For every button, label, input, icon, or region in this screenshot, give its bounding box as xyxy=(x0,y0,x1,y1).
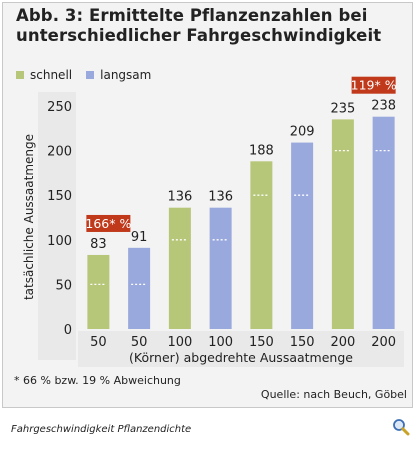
footnote: * 66 % bzw. 19 % Abweichung xyxy=(14,374,181,387)
y-tick-label: 100 xyxy=(47,234,72,249)
magnifier-icon[interactable] xyxy=(392,418,410,436)
bar-langsam xyxy=(372,116,395,329)
legend-item-langsam: langsam xyxy=(86,68,151,82)
y-tick-label: 200 xyxy=(47,145,72,160)
data-label: 136 xyxy=(208,190,233,205)
x-tick-label: 200 xyxy=(330,335,355,350)
x-tick-label: 50 xyxy=(131,335,148,350)
legend-label-schnell: schnell xyxy=(30,68,73,82)
x-axis-band xyxy=(78,331,404,367)
source-note: Quelle: nach Beuch, Göbel xyxy=(260,388,407,401)
y-tick-label: 0 xyxy=(64,323,72,338)
annotation-box xyxy=(351,76,396,94)
annotation-box xyxy=(86,214,131,232)
y-axis-band xyxy=(38,92,76,360)
bar-langsam xyxy=(291,142,314,329)
chart-title: Abb. 3: Ermittelte Pflanzenzahlen bei un… xyxy=(16,6,382,45)
x-tick-label: 50 xyxy=(90,335,107,350)
bar-schnell xyxy=(250,161,273,329)
annotation-label: 119* % xyxy=(351,78,397,93)
x-tick-label: 150 xyxy=(290,335,315,350)
bar-langsam xyxy=(128,247,151,329)
data-label: 238 xyxy=(371,99,396,114)
x-tick-label: 100 xyxy=(208,335,233,350)
legend-swatch-schnell xyxy=(16,71,24,79)
y-axis-label: tatsächliche Aussaatmenge xyxy=(22,134,36,300)
legend-swatch-langsam xyxy=(86,71,95,79)
y-tick-label: 250 xyxy=(47,100,72,115)
data-label: 209 xyxy=(290,125,315,140)
image-caption: Fahrgeschwindigkeit Pflanzendichte xyxy=(11,424,192,435)
x-tick-label: 150 xyxy=(249,335,274,350)
data-label: 235 xyxy=(330,101,355,116)
y-tick-label: 50 xyxy=(55,278,72,293)
data-label: 188 xyxy=(249,143,274,158)
legend-item-schnell: schnell xyxy=(16,68,72,82)
x-tick-label: 100 xyxy=(167,335,192,350)
bar-schnell xyxy=(87,254,110,329)
legend-label-langsam: langsam xyxy=(100,68,152,82)
bar-schnell xyxy=(168,207,191,329)
data-label: 136 xyxy=(167,190,192,205)
data-label: 83 xyxy=(90,237,107,252)
y-tick-label: 150 xyxy=(47,189,72,204)
data-label: 91 xyxy=(131,230,148,245)
x-axis-label: (Körner) abgedrehte Aussaatmenge xyxy=(129,350,353,365)
bar-schnell xyxy=(331,119,354,329)
legend: schnell langsam xyxy=(16,68,165,82)
annotation-label: 166* % xyxy=(85,216,131,231)
x-tick-label: 200 xyxy=(371,335,396,350)
bar-langsam xyxy=(209,207,232,329)
